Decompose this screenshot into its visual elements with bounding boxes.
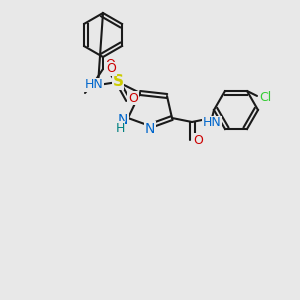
Text: S: S <box>112 74 124 89</box>
Text: N: N <box>145 122 155 136</box>
Text: O: O <box>128 92 138 104</box>
Text: O: O <box>105 58 115 71</box>
Text: N: N <box>118 113 128 127</box>
Text: O: O <box>106 62 116 76</box>
Text: HN: HN <box>202 116 221 130</box>
Text: O: O <box>193 134 203 146</box>
Text: HN: HN <box>85 79 104 92</box>
Text: H: H <box>115 122 125 134</box>
Text: Cl: Cl <box>259 92 271 104</box>
